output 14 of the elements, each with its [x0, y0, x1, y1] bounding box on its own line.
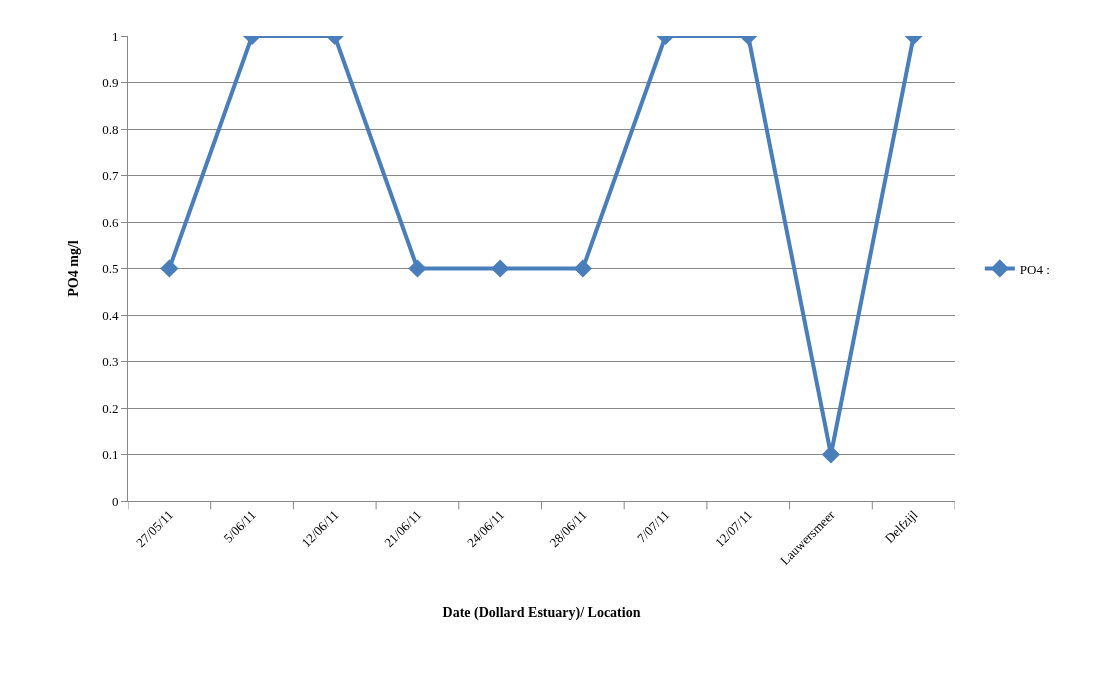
y-tick-label: 0.6: [102, 214, 119, 230]
y-tick-label: 1: [111, 28, 119, 44]
y-axis-title: PO4 mg/l: [65, 240, 81, 297]
legend-label: PO4 :: [1019, 261, 1050, 277]
y-tick-label: 0.9: [102, 75, 119, 91]
y-tick-label: 0.4: [102, 307, 119, 323]
y-tick-label: 0.3: [102, 354, 119, 370]
y-tick-label: 0.5: [102, 261, 119, 277]
x-axis-title: Date (Dollard Estuary)/ Location: [442, 605, 641, 622]
y-tick-label: 0.7: [102, 168, 119, 184]
y-tick-label: 0: [111, 493, 119, 509]
y-tick-label: 0.2: [102, 400, 119, 416]
y-tick-label: 0.8: [102, 121, 119, 137]
y-tick-label: 0.1: [102, 447, 119, 463]
